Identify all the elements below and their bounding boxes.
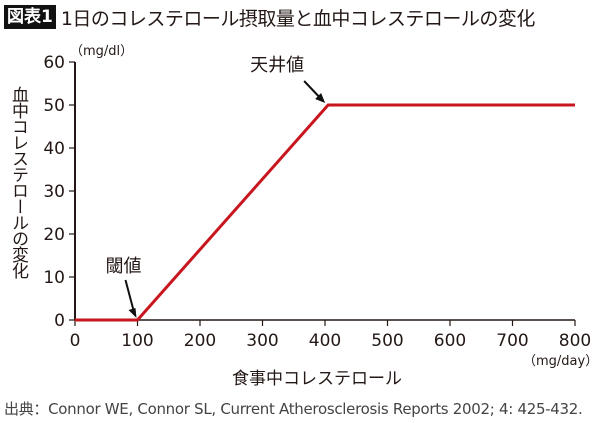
annotations: 閾値 天井値 [106, 55, 326, 318]
y-tick-label: 10 [43, 268, 65, 288]
x-tick-label: 400 [309, 331, 341, 351]
x-tick-label: 300 [246, 331, 278, 351]
source-citation: 出典：Connor WE, Connor SL, Current Atheros… [4, 400, 583, 418]
arrow-icon [315, 93, 326, 103]
axes [74, 62, 575, 321]
y-tick-label: 0 [54, 311, 65, 331]
x-tick-label: 100 [121, 331, 153, 351]
x-tick-label: 700 [496, 331, 528, 351]
data-line [75, 103, 575, 322]
y-tick-label: 50 [43, 96, 65, 116]
ceiling-annotation: 天井値 [250, 55, 304, 76]
x-axis-label: 食事中コレステロール [232, 369, 402, 389]
x-tick-label: 500 [371, 331, 403, 351]
arrow-icon [128, 308, 137, 318]
y-axis-label: 血中コレステロールの変化 [8, 86, 28, 278]
y-tick-label: 20 [43, 225, 65, 245]
x-tick-label: 800 [559, 331, 591, 351]
y-tick-label: 40 [43, 139, 65, 159]
x-tick-label: 0 [70, 331, 81, 351]
chart-title-row: 図表1 1日のコレステロール摂取量と血中コレステロールの変化 [4, 4, 535, 30]
y-tick-label: 30 [43, 182, 65, 202]
threshold-annotation: 閾値 [106, 256, 142, 277]
y-tick-label: 60 [43, 53, 65, 73]
figure-badge: 図表1 [4, 5, 56, 29]
x-tick-label: 200 [184, 331, 216, 351]
y-axis-unit: （mg/dl） [70, 44, 134, 59]
chart-title: 1日のコレステロール摂取量と血中コレステロールの変化 [60, 7, 536, 30]
x-tick-label: 600 [434, 331, 466, 351]
x-axis-unit: （mg/day） [523, 354, 599, 369]
